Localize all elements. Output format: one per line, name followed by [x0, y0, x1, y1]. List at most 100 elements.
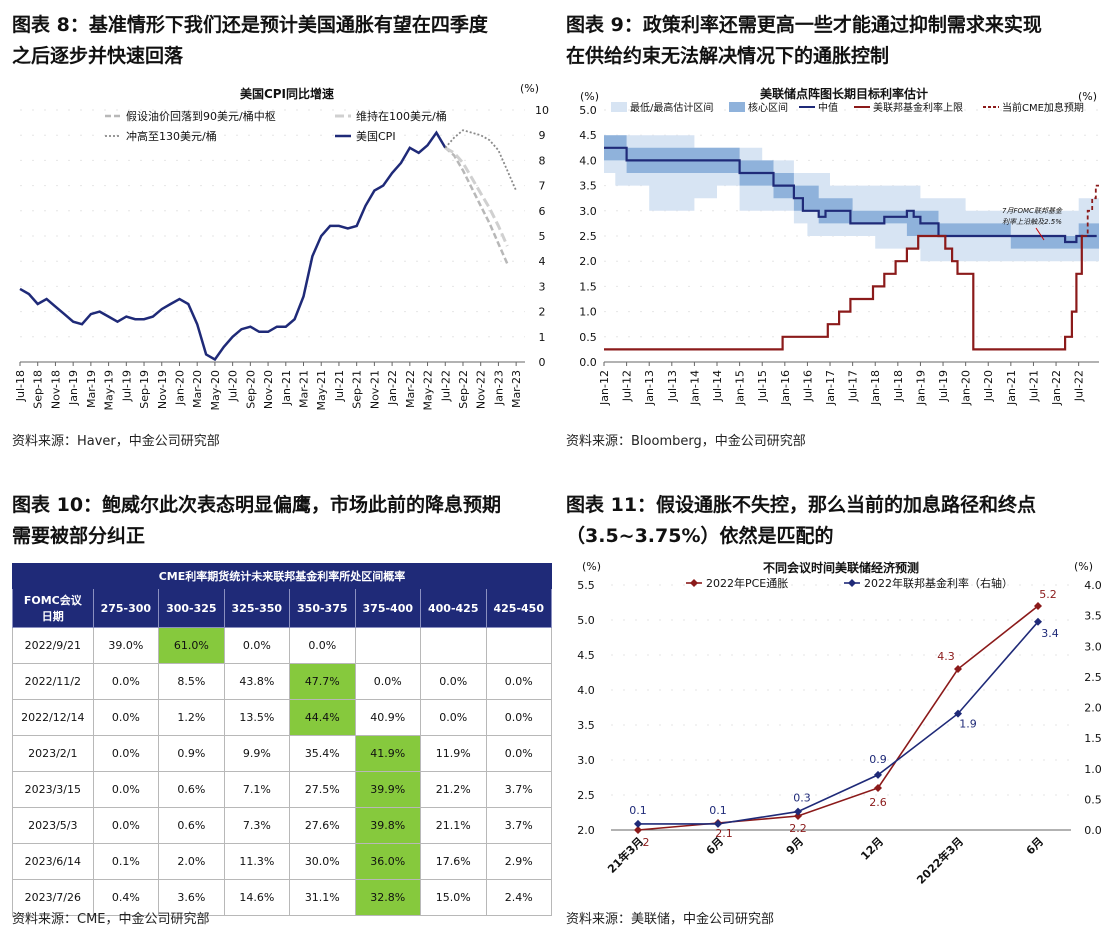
- table-value-cell: 11.3%: [223, 843, 291, 880]
- fig11-ytick-right: 3.5: [1084, 610, 1102, 623]
- fig9-unit-right: (%): [1078, 90, 1097, 103]
- fig11-ffr-marker: [634, 819, 642, 828]
- fig11-ytick-right: 1.0: [1084, 763, 1102, 776]
- table-value-cell: 0.0%: [485, 735, 552, 772]
- fig8-ytick: 1: [539, 331, 546, 344]
- table-row: 2023/7/26 0.4% 3.6% 14.6% 31.1% 32.8% 15.0% 2.4…: [12, 879, 552, 916]
- fig11-ytick-left: 4.0: [577, 684, 595, 697]
- fig9-annotation-line2: 利率上沿触及2.5%: [1002, 218, 1062, 226]
- fig11-pce-label: 2.2: [789, 822, 807, 835]
- fig9-ytick: 0.5: [579, 331, 597, 344]
- fig8-title-line1: 图表 8：基准情形下我们还是预计美国通胀有望在四季度: [12, 14, 488, 36]
- fig9-legend-label: 美联邦基金利率上限: [873, 101, 963, 114]
- fig8-xtick: Jan-19: [67, 370, 80, 406]
- fig11-ffr-label: 0.9: [869, 753, 887, 766]
- fig10-title-line2: 需要被部分纠正: [12, 525, 146, 547]
- fig8-xtick: Sep-21: [351, 370, 364, 409]
- fig9-xtick: Jul-19: [937, 370, 950, 402]
- table-value-cell: 0.0%: [92, 699, 160, 736]
- cme-probability-table: CME利率期货统计未来联邦基金利率所处区间概率 FOMC会议 日期 275-300 30…: [12, 563, 552, 916]
- table-value-cell: 0.0%: [485, 699, 552, 736]
- fig8-ytick: 8: [539, 154, 546, 167]
- table-header-cell: 275-300: [92, 588, 160, 628]
- table-date-cell: 2022/11/2: [12, 663, 94, 700]
- table-value-cell: 61.0%: [158, 627, 225, 664]
- fig8-xtick: Sep-22: [457, 370, 470, 409]
- fig11-ffr-label: 3.4: [1041, 627, 1059, 640]
- table-row: 2023/6/14 0.1% 2.0% 11.3% 30.0% 36.0% 17.6% 2.9…: [12, 843, 552, 880]
- table-value-cell: 0.1%: [92, 843, 160, 880]
- fig9-core-band: [604, 135, 1099, 249]
- fig11-ytick-right: 2.5: [1084, 671, 1102, 684]
- table-value-cell: 0.0%: [485, 663, 552, 700]
- table-title: CME利率期货统计未来联邦基金利率所处区间概率: [12, 563, 552, 589]
- table-value-cell: 21.2%: [420, 771, 487, 808]
- fig8-series-line: [444, 129, 517, 191]
- fig8-ytick: 9: [539, 129, 546, 142]
- table-value-cell: 7.1%: [223, 771, 291, 808]
- fig11-title-line1: 图表 11：假设通胀不失控，那么当前的加息路径和终点: [566, 494, 1037, 516]
- fig9-legend-label: 最低/最高估计区间: [630, 101, 713, 114]
- fig9-xtick: Jul-13: [666, 370, 679, 402]
- fig11-legend-marker: [690, 579, 698, 587]
- fig8-xtick: Mar-23: [510, 370, 523, 408]
- fig11-xtick: 12月: [858, 835, 886, 863]
- table-value-cell: [485, 627, 552, 664]
- table-value-cell: 7.3%: [223, 807, 291, 844]
- fig9-xtick: Jan-12: [598, 370, 611, 406]
- fig8-xtick: Sep-19: [138, 370, 151, 409]
- table-value-cell: [354, 627, 422, 664]
- fig8-xtick: May-22: [422, 370, 435, 411]
- fig11-legend-label: 2022年联邦基金利率（右轴）: [864, 576, 1013, 590]
- fig11-xtick: 2022年3月: [914, 834, 967, 887]
- table-value-cell: 2.4%: [485, 879, 552, 916]
- table-value-cell: 17.6%: [420, 843, 487, 880]
- fig8-xtick: Jul-19: [120, 370, 133, 402]
- fig8-xtick: Jan-22: [386, 370, 399, 406]
- fig11-pce-label: 2: [643, 836, 650, 849]
- table-header-cell: 375-400: [354, 588, 422, 628]
- table-value-cell: 27.6%: [289, 807, 356, 844]
- table-value-cell: 21.1%: [420, 807, 487, 844]
- table-value-cell: 40.9%: [354, 699, 422, 736]
- table-value-cell: 0.6%: [158, 807, 225, 844]
- table-value-cell: 39.0%: [92, 627, 160, 664]
- fig8-ytick: 7: [539, 180, 546, 193]
- fig8-xtick: Jan-23: [492, 370, 505, 406]
- table-value-cell: 8.5%: [158, 663, 225, 700]
- fig9-ytick: 0.0: [579, 356, 597, 369]
- table-row: 2023/5/3 0.0% 0.6% 7.3% 27.6% 39.8% 21.1% 3.7%: [12, 807, 552, 844]
- fig11-ytick-left: 4.5: [577, 649, 595, 662]
- fig11-ytick-right: 4.0: [1084, 579, 1102, 592]
- fig9-xtick: Jul-18: [892, 370, 905, 402]
- fig11-pce-marker: [874, 784, 882, 792]
- table-value-cell: 31.1%: [289, 879, 356, 916]
- fig8-xtick: Nov-20: [262, 370, 275, 409]
- fig8-xtick: Jul-18: [14, 370, 27, 402]
- fig11-ffr-label: 1.9: [959, 718, 977, 731]
- fig8-ytick: 10: [535, 104, 549, 117]
- table-value-cell: 0.9%: [158, 735, 225, 772]
- fig9-xtick: Jul-20: [982, 370, 995, 402]
- fig8-xtick: May-20: [209, 370, 222, 411]
- table-date-cell: 2023/7/26: [12, 879, 94, 916]
- fig9-ytick: 2.0: [579, 255, 597, 268]
- fig11-ytick-left: 2.0: [577, 824, 595, 837]
- fig11-pce-marker: [1034, 602, 1042, 610]
- table-value-cell: 11.9%: [420, 735, 487, 772]
- table-value-cell: 43.8%: [223, 663, 291, 700]
- table-value-cell: 0.0%: [420, 699, 487, 736]
- fig11-legend-label: 2022年PCE通胀: [706, 576, 788, 590]
- fig8-series-line: [19, 130, 447, 362]
- fig9-xtick: Jul-15: [756, 370, 769, 402]
- table-value-cell: 3.7%: [485, 771, 552, 808]
- fig8-xtick: Jul-21: [333, 370, 346, 402]
- fig11-pce-marker: [634, 826, 642, 834]
- table-row: 2023/2/1 0.0% 0.9% 9.9% 35.4% 41.9% 11.9% 0.0%: [12, 735, 552, 772]
- table-value-cell: 9.9%: [223, 735, 291, 772]
- fig11-ytick-right: 1.5: [1084, 732, 1102, 745]
- fig10-title-line1: 图表 10：鲍威尔此次表态明显偏鹰，市场此前的降息预期: [12, 494, 502, 516]
- fig9-legend-swatch: [729, 102, 745, 112]
- fig8-xtick: Jul-22: [439, 370, 452, 402]
- table-header-cell: FOMC会议 日期: [12, 588, 94, 628]
